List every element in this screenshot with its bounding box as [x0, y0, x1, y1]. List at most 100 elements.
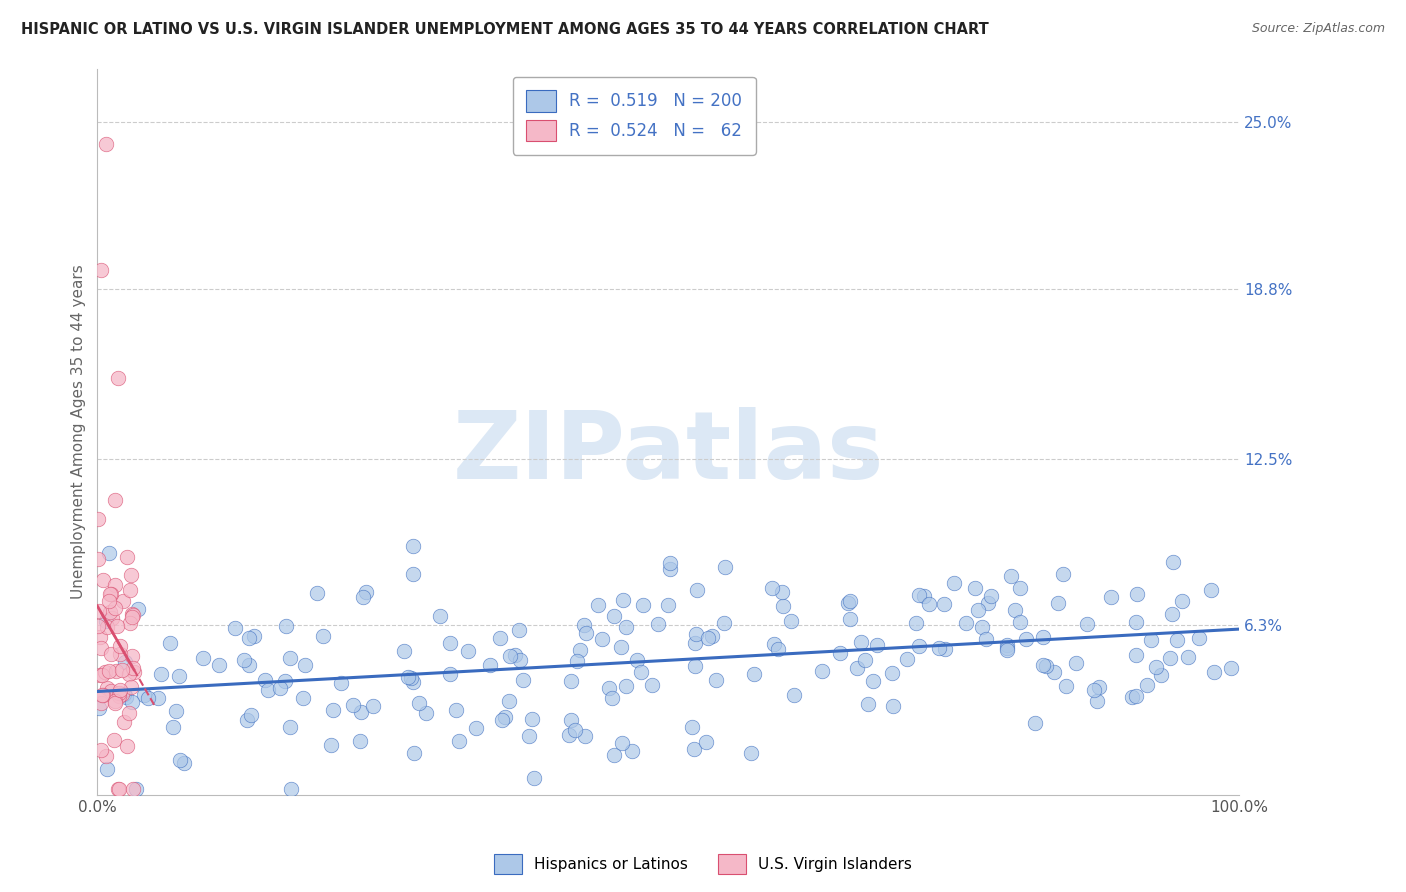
- Point: [321, 738, 343, 752]
- Point: [564, 723, 586, 737]
- Point: [943, 576, 966, 591]
- Point: [98, 594, 121, 608]
- Point: [100, 647, 122, 661]
- Point: [87, 618, 110, 632]
- Point: [1150, 668, 1173, 682]
- Point: [87, 604, 110, 618]
- Point: [169, 753, 191, 767]
- Point: [280, 782, 302, 797]
- Point: [110, 647, 132, 661]
- Point: [1135, 678, 1157, 692]
- Point: [224, 621, 246, 635]
- Point: [1204, 665, 1226, 679]
- Point: [980, 589, 1002, 603]
- Point: [322, 703, 344, 717]
- Point: [93, 573, 115, 587]
- Point: [86, 512, 108, 526]
- Point: [439, 667, 461, 681]
- Point: [523, 771, 546, 785]
- Point: [742, 667, 765, 681]
- Point: [568, 642, 591, 657]
- Point: [449, 734, 471, 748]
- Point: [780, 614, 803, 628]
- Point: [1000, 569, 1022, 583]
- Point: [107, 371, 129, 385]
- Point: [763, 637, 786, 651]
- Text: ZIPatlas: ZIPatlas: [453, 408, 884, 500]
- Point: [1014, 632, 1036, 646]
- Point: [503, 648, 526, 662]
- Point: [918, 597, 941, 611]
- Y-axis label: Unemployment Among Ages 35 to 44 years: Unemployment Among Ages 35 to 44 years: [72, 264, 86, 599]
- Point: [704, 673, 727, 688]
- Point: [238, 632, 260, 646]
- Point: [257, 682, 280, 697]
- Point: [104, 696, 127, 710]
- Point: [1219, 660, 1241, 674]
- Point: [713, 616, 735, 631]
- Point: [100, 587, 122, 601]
- Point: [104, 578, 127, 592]
- Point: [1199, 583, 1222, 598]
- Point: [138, 690, 160, 705]
- Point: [396, 670, 419, 684]
- Point: [87, 700, 110, 714]
- Point: [620, 744, 643, 758]
- Legend: R =  0.519   N = 200, R =  0.524   N =   62: R = 0.519 N = 200, R = 0.524 N = 62: [513, 77, 755, 154]
- Point: [997, 642, 1019, 657]
- Point: [132, 688, 155, 702]
- Point: [125, 782, 148, 797]
- Point: [159, 636, 181, 650]
- Point: [855, 653, 877, 667]
- Point: [111, 687, 134, 701]
- Point: [112, 714, 135, 729]
- Point: [98, 605, 121, 619]
- Point: [574, 729, 596, 743]
- Point: [349, 734, 371, 748]
- Point: [697, 631, 720, 645]
- Point: [614, 679, 637, 693]
- Point: [907, 588, 929, 602]
- Point: [509, 653, 531, 667]
- Point: [614, 619, 637, 633]
- Point: [89, 668, 111, 682]
- Point: [330, 675, 353, 690]
- Point: [828, 646, 851, 660]
- Point: [1087, 680, 1109, 694]
- Point: [408, 696, 430, 710]
- Point: [657, 598, 679, 612]
- Point: [1159, 650, 1181, 665]
- Point: [121, 607, 143, 622]
- Point: [167, 669, 190, 683]
- Point: [683, 636, 706, 650]
- Point: [612, 592, 634, 607]
- Point: [232, 653, 254, 667]
- Point: [685, 627, 707, 641]
- Point: [955, 616, 977, 631]
- Point: [560, 674, 582, 689]
- Point: [90, 640, 112, 655]
- Point: [120, 616, 142, 631]
- Point: [1160, 607, 1182, 622]
- Point: [1099, 590, 1122, 604]
- Point: [522, 712, 544, 726]
- Point: [208, 657, 231, 672]
- Point: [269, 681, 291, 696]
- Point: [191, 650, 214, 665]
- Point: [121, 607, 143, 621]
- Point: [97, 665, 120, 679]
- Point: [641, 678, 664, 692]
- Point: [162, 720, 184, 734]
- Point: [602, 690, 624, 705]
- Point: [491, 713, 513, 727]
- Point: [1043, 665, 1066, 680]
- Point: [1032, 631, 1054, 645]
- Point: [1008, 615, 1031, 630]
- Point: [120, 680, 142, 694]
- Point: [94, 748, 117, 763]
- Point: [489, 631, 512, 645]
- Point: [932, 598, 955, 612]
- Point: [96, 136, 118, 151]
- Point: [1140, 633, 1163, 648]
- Point: [276, 619, 298, 633]
